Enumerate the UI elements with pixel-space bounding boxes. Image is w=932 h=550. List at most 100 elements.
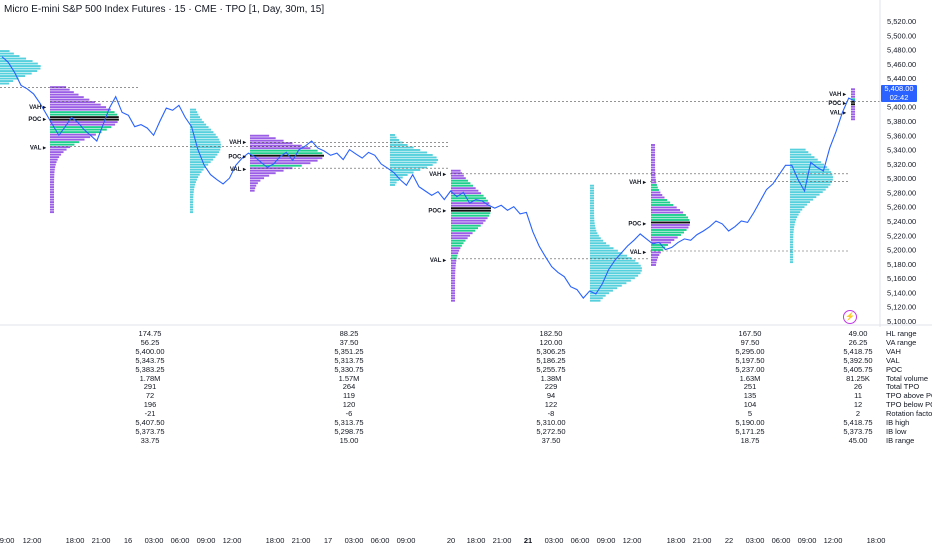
tpo-row [190,196,194,199]
tpo-row [851,93,855,96]
tpo-row [50,168,55,171]
tpo-row [651,221,690,224]
tpo-row [451,189,479,192]
tpo-row [590,279,631,282]
tpo-row [790,156,815,159]
tpo-row [50,86,67,89]
tpo-row [190,108,197,111]
tpo-row [50,183,55,186]
tpo-row [651,154,656,156]
tpo-row [651,214,686,216]
tpo-row [451,279,456,282]
tpo-row [190,123,207,126]
tpo-row [590,214,595,217]
tpo-row [190,171,202,174]
tpo-row [390,139,400,141]
tpo-row [790,248,794,251]
stats-cell: 5,186.25 [536,355,566,365]
x-tick-label: 22 [724,536,734,545]
tpo-row [50,91,74,94]
tpo-row [0,55,20,58]
price-axis[interactable]: 5,520.00 5,500.00 5,480.00 5,460.00 5,440.00… [0,0,932,327]
stats-cell: 56.25 [140,337,160,347]
chart-area[interactable]: VAH ▸ POC ▸ VAL ▸ VAH ▸ POC ▸ VAL ▸ VAH ▸ POC ▸… [0,0,932,327]
tpo-row [390,181,397,184]
tpo-row [50,203,55,206]
y-tick-label: 5,260.00 [887,203,916,212]
value-area-lines [0,87,880,260]
tpo-row [590,257,632,260]
tpo-row [0,60,33,63]
tpo-row [451,292,456,295]
price-line [1,56,856,299]
tpo-row [651,251,661,254]
tpo-row [190,131,214,134]
stats-cell: 5,197.50 [735,355,765,365]
stats-row-label: IB range [886,435,915,445]
stats-cell: 26 [853,382,863,392]
tpo-row [851,95,855,98]
tpo-row [790,191,823,194]
marker-poc: POC ▸ [28,117,47,123]
tpo-row [390,146,414,149]
lightning-icon[interactable]: ⚡ [843,310,857,324]
tpo-row [590,284,622,287]
tpo-row [50,193,55,196]
tpo-row [590,202,595,205]
tpo-row [50,188,55,191]
tpo-row [190,166,206,169]
x-tick-label: 03:00 [544,536,564,545]
tpo-row [590,207,595,210]
tpo-row [50,181,55,184]
stats-cell: 2 [855,409,861,419]
tpo-row [250,159,318,162]
tpo-row [451,172,463,175]
tpo-row [250,144,302,147]
marker-vah: VAH ▸ [29,105,47,111]
x-tick-label: 18:00 [265,536,285,545]
tpo-row [790,236,794,239]
tpo-row [250,164,302,167]
tpo-row [651,206,677,209]
tpo-row [790,221,796,224]
stats-cell: 120.00 [539,337,563,347]
tpo-row [590,189,595,192]
marker-val: VAL ▸ [830,111,847,117]
tpo-row [390,134,395,136]
tpo-row [590,254,628,257]
tpo-row [651,256,659,259]
x-tick-label: 09:00 [0,536,15,545]
tpo-row [651,261,657,264]
tpo-row [651,224,690,226]
stats-cell: 1.78M [139,373,161,383]
x-tick-label: 09:00 [396,536,416,545]
y-tick-label: 5,140.00 [887,288,916,297]
stats-cell: 5,310.00 [536,418,566,427]
tpo-row [451,229,476,232]
tpo-row [451,277,456,280]
marker-poc: POC ▸ [628,222,647,228]
tpo-row [451,217,488,220]
tpo-row [590,184,595,187]
x-tick-label: 06:00 [570,536,590,545]
tpo-row [451,284,456,287]
tpo-row [50,196,55,199]
tpo-row [190,181,196,184]
tpo-row [590,277,635,280]
tpo-row [790,163,825,166]
tpo-row [651,246,666,249]
tpo-row [190,201,194,204]
tpo-row [390,169,421,171]
tpo-row [851,105,855,108]
tpo-row [590,222,595,225]
tpo-row [651,151,656,154]
tpo-row [190,138,220,141]
tpo-row [790,228,794,231]
stats-cell: 5,383.25 [135,364,165,374]
tpo-row [50,151,64,154]
time-axis[interactable]: 09:00 12:00 18:00 21:00 16 03:00 06:00 09:00 12:… [0,536,885,550]
tpo-row [651,176,656,179]
tpo-row [250,154,324,157]
tpo-row [50,206,55,209]
tpo-row [451,209,491,212]
